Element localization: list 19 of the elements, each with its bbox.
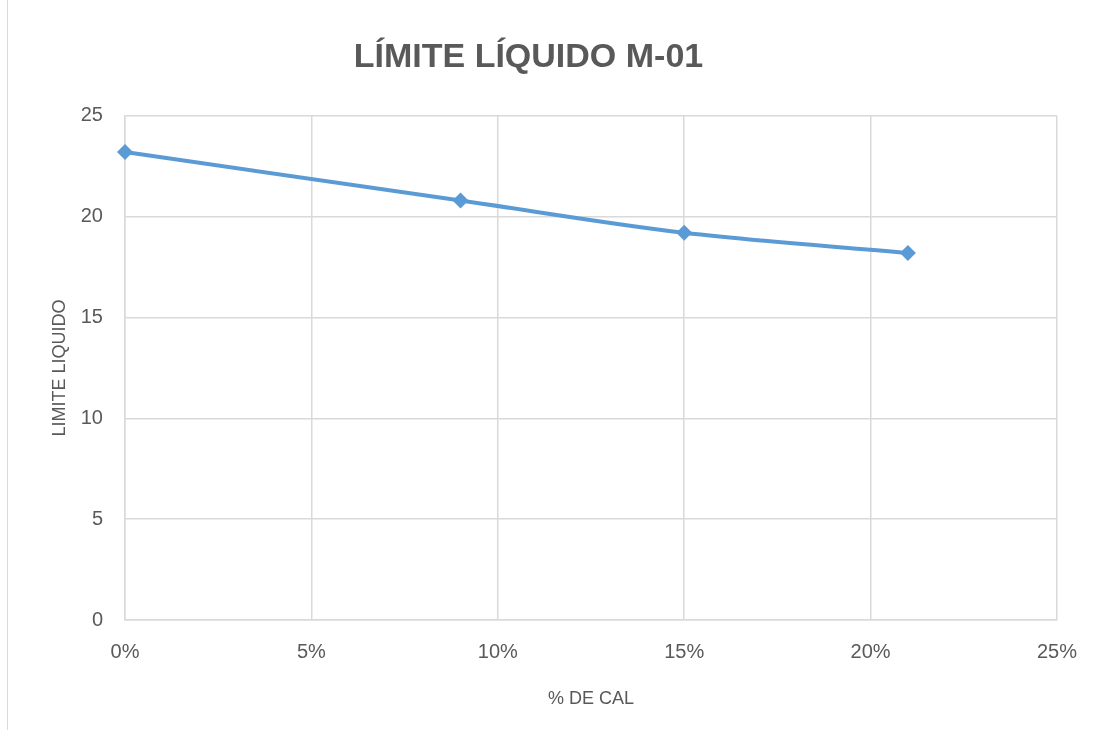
x-tick-label: 10% bbox=[477, 639, 519, 662]
y-tick-label: 25 bbox=[80, 103, 103, 126]
chart-title: LÍMITE LÍQUIDO M-01 bbox=[353, 35, 704, 74]
x-axis-title: % DE CAL bbox=[547, 688, 635, 709]
x-tick-label: 5% bbox=[296, 639, 327, 662]
y-tick-label: 10 bbox=[80, 405, 103, 428]
y-tick-label: 15 bbox=[80, 305, 103, 327]
x-tick-label: 20% bbox=[850, 639, 891, 662]
x-tick-label: 0% bbox=[110, 639, 140, 662]
x-tick-label: 15% bbox=[664, 639, 705, 662]
point bbox=[452, 192, 469, 209]
x-tick-label: 25% bbox=[1036, 639, 1078, 662]
point bbox=[117, 144, 133, 161]
y-axis-title: LIMITE LIQUIDO bbox=[48, 299, 69, 437]
y-tick-label: 5 bbox=[91, 506, 103, 529]
point bbox=[676, 224, 693, 241]
point bbox=[899, 244, 916, 261]
y-tick-label: 20 bbox=[80, 204, 103, 227]
y-tick-label: 0 bbox=[91, 607, 103, 630]
